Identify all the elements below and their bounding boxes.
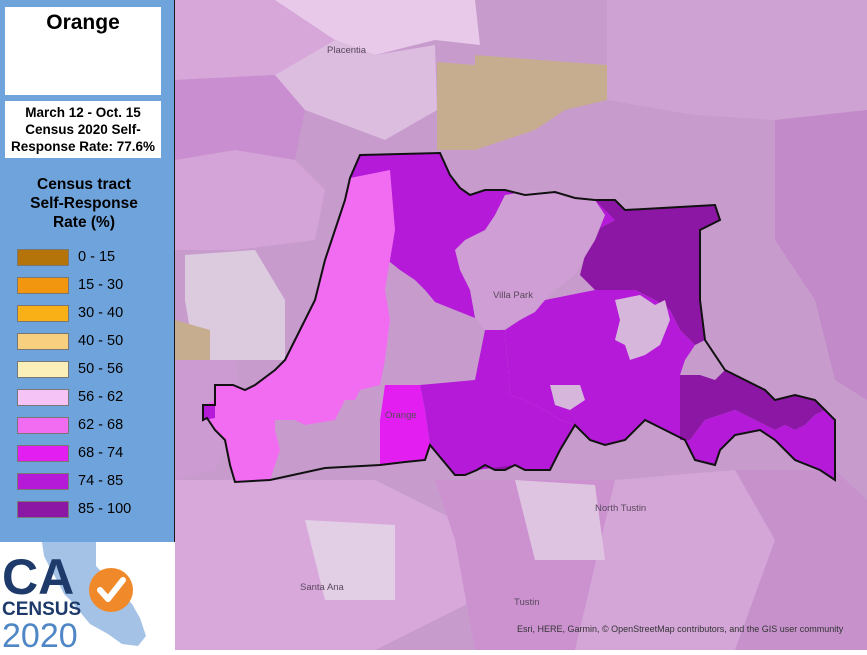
- legend-swatch: [17, 389, 69, 406]
- place-label-north-tustin: North Tustin: [595, 503, 647, 514]
- legend-item: 74 - 85: [15, 470, 165, 498]
- background-tract: [575, 470, 775, 650]
- background-tract: [305, 520, 395, 600]
- response-rate-box: March 12 - Oct. 15 Census 2020 Self- Res…: [5, 101, 161, 158]
- background-tract: [515, 480, 605, 560]
- background-tract: [175, 75, 305, 160]
- legend-item: 62 - 68: [15, 414, 165, 442]
- city-tract[interactable]: [580, 200, 720, 345]
- background-tract: [437, 55, 607, 150]
- background-tract: [175, 320, 210, 360]
- legend-title-line-3: Rate (%): [52, 214, 115, 231]
- background-tract: [607, 0, 867, 120]
- place-label-santa-ana: Santa Ana: [300, 582, 344, 593]
- rate-line-3: Response Rate: 77.6%: [10, 139, 156, 154]
- legend-sidebar: Orange March 12 - Oct. 15 Census 2020 Se…: [0, 0, 175, 655]
- legend-item: 85 - 100: [15, 498, 165, 526]
- legend-label: 68 - 74: [78, 445, 124, 461]
- legend-label: 50 - 56: [78, 361, 124, 377]
- legend-list: 0 - 15 15 - 30 30 - 40 40 - 50 50 - 56 5…: [15, 246, 165, 526]
- legend-item: 56 - 62: [15, 386, 165, 414]
- legend-title-line-1: Census tract: [37, 176, 131, 193]
- rate-line-1: March 12 - Oct. 15: [25, 105, 141, 120]
- rate-line-2: Census 2020 Self-: [25, 122, 141, 137]
- city-tract[interactable]: [420, 330, 575, 475]
- legend-item: 40 - 50: [15, 330, 165, 358]
- legend-label: 0 - 15: [78, 249, 116, 265]
- logo-ca-text: CA: [2, 549, 74, 605]
- city-title-box: Orange: [5, 7, 161, 95]
- legend-item: 0 - 15: [15, 246, 165, 274]
- legend-label: 74 - 85: [78, 473, 124, 489]
- ca-census-logo: CA CENSUS 2020: [0, 542, 175, 655]
- county-pocket: [615, 295, 670, 360]
- city-tract[interactable]: [380, 385, 430, 465]
- legend-label: 62 - 68: [78, 417, 124, 433]
- map-attribution: Esri, HERE, Garmin, © OpenStreetMap cont…: [517, 624, 844, 634]
- place-label-tustin: Tustin: [514, 597, 540, 608]
- legend-swatch: [17, 305, 69, 322]
- legend-title-line-2: Self-Response: [30, 195, 138, 212]
- city-tract[interactable]: [505, 290, 835, 480]
- legend-label: 85 - 100: [78, 501, 132, 517]
- background-tract: [175, 0, 345, 80]
- legend-swatch: [17, 445, 69, 462]
- legend-item: 68 - 74: [15, 442, 165, 470]
- checkmark-badge-icon: [89, 568, 133, 612]
- county-pocket: [550, 385, 585, 410]
- checkmark-icon: [97, 577, 126, 602]
- logo-census-text: CENSUS: [2, 599, 81, 620]
- city-title: Orange: [46, 11, 120, 34]
- legend-swatch: [17, 277, 69, 294]
- background-tract: [275, 0, 480, 55]
- legend-label: 30 - 40: [78, 305, 124, 321]
- map-canvas[interactable]: [175, 0, 867, 650]
- legend-label: 40 - 50: [78, 333, 124, 349]
- legend-swatch: [17, 473, 69, 490]
- villa-park-area: [455, 190, 605, 330]
- ca-census-logo-graphic: CA CENSUS 2020: [2, 542, 146, 655]
- legend-label: 15 - 30: [78, 277, 124, 293]
- legend-swatch: [17, 333, 69, 350]
- background-tract: [275, 40, 437, 140]
- legend-item: 30 - 40: [15, 302, 165, 330]
- city-tract[interactable]: [205, 170, 395, 482]
- legend-item: 50 - 56: [15, 358, 165, 386]
- background-tract: [775, 110, 867, 400]
- legend-swatch: [17, 361, 69, 378]
- legend-swatch: [17, 501, 69, 518]
- place-label-villa-park: Villa Park: [493, 290, 533, 301]
- legend-title: Census tract Self-Response Rate (%): [0, 175, 168, 232]
- background-tract: [735, 470, 867, 650]
- legend-swatch: [17, 249, 69, 266]
- logo-year-text: 2020: [2, 617, 78, 650]
- city-boundary: [202, 151, 836, 484]
- legend-swatch: [17, 417, 69, 434]
- legend-item: 15 - 30: [15, 274, 165, 302]
- city-tract[interactable]: [203, 405, 215, 420]
- city-tract[interactable]: [680, 370, 825, 440]
- legend-label: 56 - 62: [78, 389, 124, 405]
- census-map[interactable]: Placentia Villa Park Orange North Tustin…: [175, 0, 867, 650]
- place-label-placentia: Placentia: [327, 45, 367, 56]
- background-tract: [175, 150, 325, 250]
- place-label-orange: Orange: [385, 410, 417, 421]
